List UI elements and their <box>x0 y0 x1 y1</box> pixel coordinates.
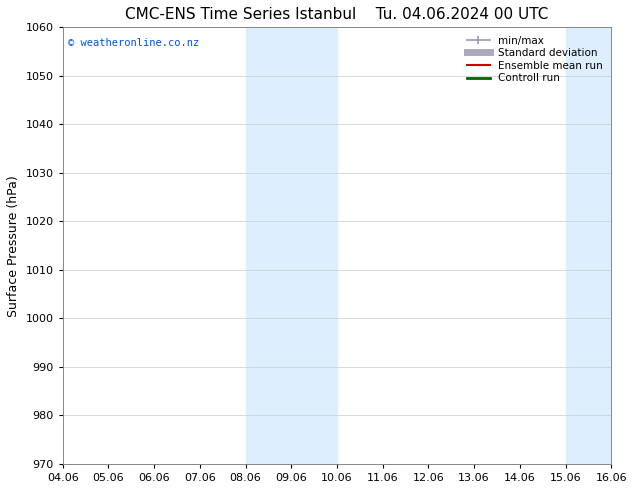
Bar <box>245 27 337 464</box>
Text: © weatheronline.co.nz: © weatheronline.co.nz <box>68 38 199 48</box>
Legend: min/max, Standard deviation, Ensemble mean run, Controll run: min/max, Standard deviation, Ensemble me… <box>464 32 606 87</box>
Bar <box>566 27 611 464</box>
Y-axis label: Surface Pressure (hPa): Surface Pressure (hPa) <box>7 175 20 317</box>
Title: CMC-ENS Time Series Istanbul    Tu. 04.06.2024 00 UTC: CMC-ENS Time Series Istanbul Tu. 04.06.2… <box>126 7 548 22</box>
